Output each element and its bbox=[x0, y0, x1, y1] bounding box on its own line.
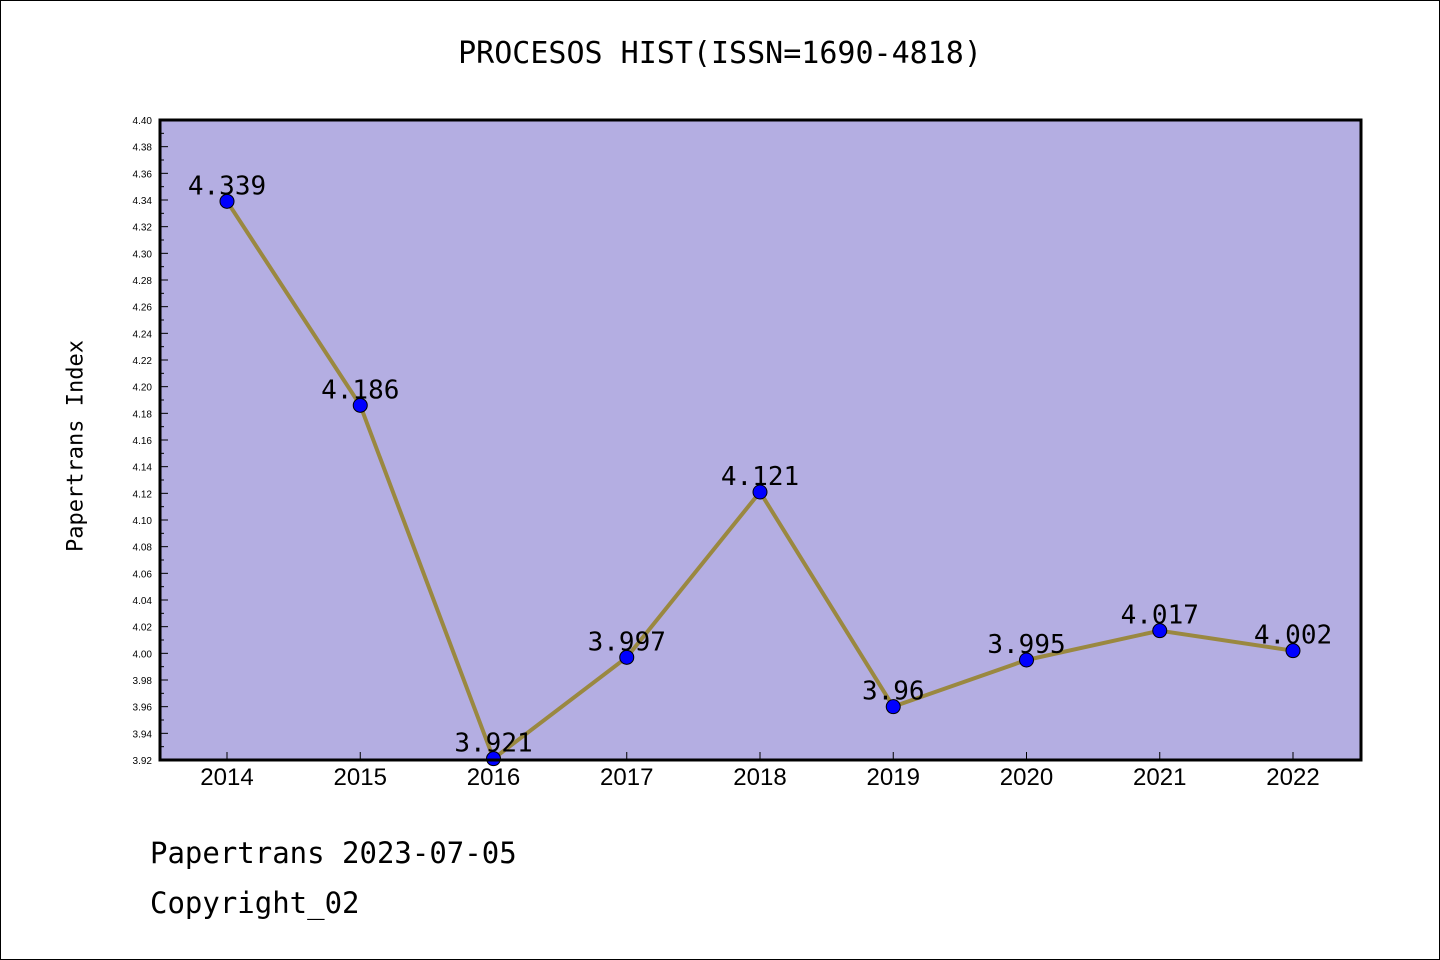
data-label: 4.017 bbox=[1121, 601, 1199, 631]
data-label: 4.002 bbox=[1254, 621, 1332, 651]
y-tick-label: 4.36 bbox=[133, 169, 153, 180]
y-tick-label: 4.28 bbox=[133, 276, 153, 287]
data-label: 3.96 bbox=[862, 677, 925, 707]
plot-border bbox=[158, 118, 1363, 762]
y-tick-label: 4.00 bbox=[133, 649, 153, 660]
x-tick-label: 2015 bbox=[334, 764, 387, 791]
y-tick-label: 4.04 bbox=[133, 596, 153, 607]
data-point bbox=[1285, 643, 1301, 659]
y-tick-label: 4.12 bbox=[133, 489, 153, 500]
data-point bbox=[619, 649, 635, 665]
x-tick-label: 2017 bbox=[600, 764, 653, 791]
data-label: 3.921 bbox=[454, 729, 532, 759]
y-tick-label: 3.96 bbox=[133, 703, 153, 714]
y-tick-label: 4.18 bbox=[133, 409, 153, 420]
x-tick-label: 2014 bbox=[200, 764, 253, 791]
footer-copyright: Copyright_02 bbox=[150, 886, 360, 920]
y-tick-label: 3.94 bbox=[133, 729, 153, 740]
y-tick-label: 4.10 bbox=[133, 516, 153, 527]
y-tick-label: 4.38 bbox=[133, 143, 153, 154]
data-point bbox=[352, 397, 368, 413]
y-tick-label: 4.16 bbox=[133, 436, 153, 447]
footer-date: Papertrans 2023-07-05 bbox=[150, 836, 517, 870]
y-tick-label: 4.30 bbox=[133, 249, 153, 260]
chart-title: PROCESOS HIST(ISSN=1690-4818) bbox=[458, 36, 982, 71]
data-point bbox=[219, 193, 235, 209]
y-axis-ticks: 3.92 3.94 3.96 3.98 4.00 4.02 4.04 4.06 4.08 4.10… bbox=[133, 116, 168, 767]
data-point bbox=[1019, 652, 1034, 668]
data-point bbox=[885, 699, 901, 715]
x-tick-label: 2019 bbox=[867, 764, 920, 791]
x-tick-label: 2020 bbox=[1000, 764, 1053, 791]
y-tick-label: 4.14 bbox=[133, 463, 153, 474]
y-tick-label: 4.22 bbox=[133, 356, 153, 367]
x-tick-label: 2022 bbox=[1266, 764, 1319, 791]
series-group: 4.339 4.186 3.921 3.997 4.121 3.96 3.995 4.017 4… bbox=[188, 171, 1332, 767]
data-label: 3.997 bbox=[588, 627, 666, 657]
y-tick-label: 3.98 bbox=[133, 676, 153, 687]
y-tick-label: 4.20 bbox=[133, 383, 153, 394]
y-tick-label: 3.92 bbox=[133, 756, 153, 767]
data-label: 4.339 bbox=[188, 171, 266, 201]
data-label: 4.121 bbox=[721, 462, 799, 492]
plot-area bbox=[160, 120, 1361, 760]
y-tick-label: 4.32 bbox=[133, 223, 153, 234]
y-tick-label: 4.06 bbox=[133, 569, 153, 580]
y-tick-label: 4.08 bbox=[133, 543, 153, 554]
data-label: 4.186 bbox=[321, 375, 399, 405]
x-tick-label: 2016 bbox=[467, 764, 520, 791]
y-tick-label: 4.26 bbox=[133, 303, 153, 314]
data-point bbox=[1152, 623, 1168, 639]
x-tick-label: 2018 bbox=[733, 764, 786, 791]
data-label: 3.995 bbox=[987, 630, 1065, 660]
data-point bbox=[752, 484, 768, 500]
y-tick-label: 4.40 bbox=[133, 116, 153, 127]
x-tick-label: 2021 bbox=[1133, 764, 1186, 791]
x-axis-ticks: 2014 2015 2016 2017 2018 2019 2020 2021 2022 bbox=[200, 752, 1320, 791]
y-tick-label: 4.34 bbox=[133, 196, 153, 207]
y-tick-label: 4.24 bbox=[133, 329, 153, 340]
y-tick-label: 4.02 bbox=[133, 623, 153, 634]
